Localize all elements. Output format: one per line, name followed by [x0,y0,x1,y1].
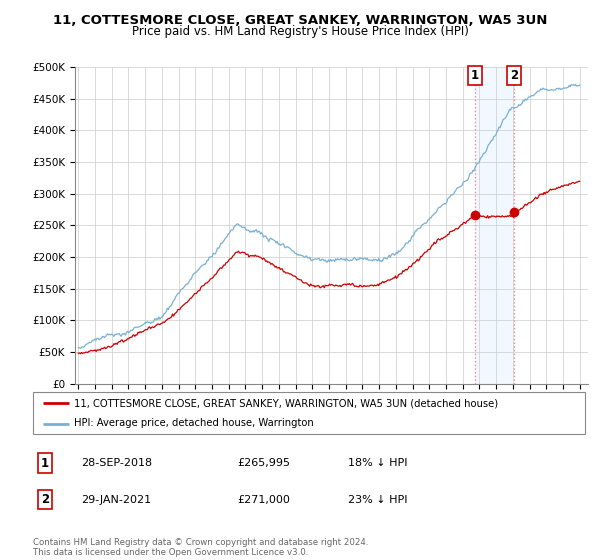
Text: 11, COTTESMORE CLOSE, GREAT SANKEY, WARRINGTON, WA5 3UN: 11, COTTESMORE CLOSE, GREAT SANKEY, WARR… [53,14,547,27]
Text: 1: 1 [41,456,49,470]
Bar [475,67,514,384]
Text: 1: 1 [471,69,479,82]
Text: £265,995: £265,995 [237,458,290,468]
Text: HPI: Average price, detached house, Warrington: HPI: Average price, detached house, Warr… [74,418,314,428]
Text: 2: 2 [510,69,518,82]
Text: Price paid vs. HM Land Registry's House Price Index (HPI): Price paid vs. HM Land Registry's House … [131,25,469,38]
Text: 11, COTTESMORE CLOSE, GREAT SANKEY, WARRINGTON, WA5 3UN (detached house): 11, COTTESMORE CLOSE, GREAT SANKEY, WARR… [74,398,499,408]
Text: £271,000: £271,000 [237,494,290,505]
Text: 23% ↓ HPI: 23% ↓ HPI [348,494,407,505]
Text: 18% ↓ HPI: 18% ↓ HPI [348,458,407,468]
Text: 2: 2 [41,493,49,506]
Text: 28-SEP-2018: 28-SEP-2018 [81,458,152,468]
Text: 29-JAN-2021: 29-JAN-2021 [81,494,151,505]
Text: Contains HM Land Registry data © Crown copyright and database right 2024.
This d: Contains HM Land Registry data © Crown c… [33,538,368,557]
